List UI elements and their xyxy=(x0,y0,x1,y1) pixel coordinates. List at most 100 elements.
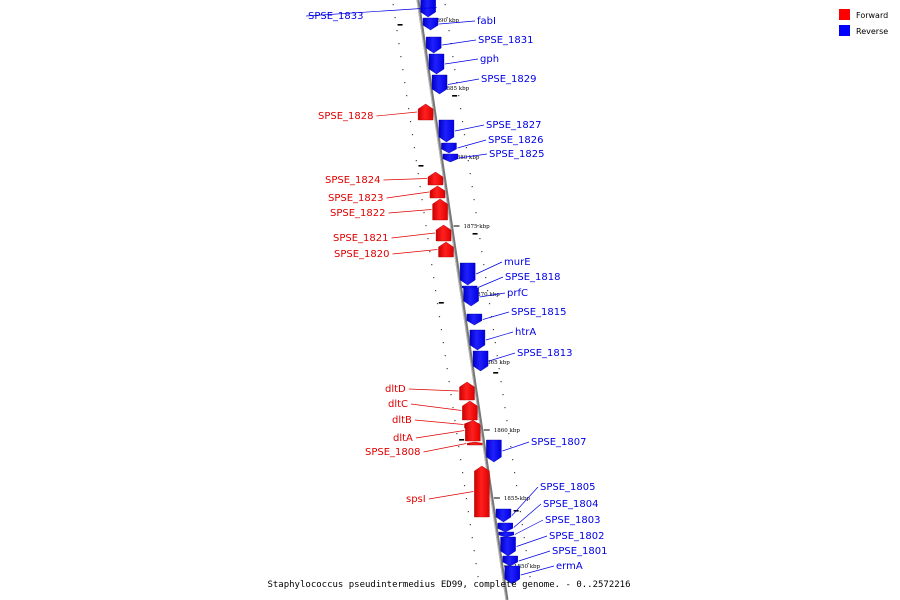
guide-dot xyxy=(411,134,414,136)
guide-dot xyxy=(463,134,466,136)
gene-arrow-spse-1822 xyxy=(432,198,448,221)
label-connector xyxy=(444,58,479,65)
guide-dot xyxy=(417,173,419,175)
guide-dot xyxy=(456,433,458,435)
gene-arrow-spse-1804 xyxy=(497,522,513,533)
gene-label: ermA xyxy=(556,561,583,572)
label-connector xyxy=(428,491,474,500)
guide-dot xyxy=(442,342,444,344)
legend-label-forward: Forward xyxy=(856,11,888,20)
gene-label: SPSE_1808 xyxy=(365,447,421,458)
guide-dot xyxy=(448,30,450,32)
guide-dot xyxy=(498,368,500,370)
label-connector xyxy=(478,276,504,288)
guide-dot xyxy=(433,277,435,279)
dotted-guide-tracks xyxy=(392,4,531,578)
gene-arrow-spse-1831 xyxy=(425,36,442,54)
guide-dot xyxy=(512,459,514,461)
tick-label: 1885 kbp xyxy=(443,86,470,92)
gene-label: spsI xyxy=(406,494,426,505)
gene-label: SPSE_1825 xyxy=(489,149,545,160)
gene-label: SPSE_1824 xyxy=(325,175,381,186)
guide-dot xyxy=(458,95,460,97)
gene-arrow-mure xyxy=(459,262,476,286)
guide-dot xyxy=(444,4,446,6)
guide-dot xyxy=(485,277,487,279)
gene-label: fabI xyxy=(477,16,496,27)
guide-dot xyxy=(400,56,402,58)
guide-dot xyxy=(402,69,404,71)
label-connector xyxy=(447,78,480,85)
guide-dot xyxy=(475,212,477,214)
label-connector xyxy=(392,249,438,255)
gene-label: SPSE_1804 xyxy=(543,499,599,510)
guide-dot xyxy=(477,576,479,578)
gene-arrow-spse-1807 xyxy=(486,439,502,463)
guide-dot xyxy=(467,511,469,513)
gene-label: SPSE_1807 xyxy=(531,437,587,448)
guide-dot xyxy=(525,550,527,552)
gene-arrow-spse-1826 xyxy=(441,142,457,154)
guide-dot xyxy=(521,524,523,526)
gene-label: murE xyxy=(504,257,531,268)
label-connector xyxy=(305,7,437,17)
track-dash xyxy=(418,165,424,167)
gene-arrow-fabi xyxy=(422,17,439,31)
guide-dot xyxy=(471,186,473,188)
label-connector xyxy=(442,39,477,46)
gene-label: dltB xyxy=(392,415,412,426)
guide-dot xyxy=(458,446,460,448)
gene-arrow-spse-1821 xyxy=(435,224,452,242)
guide-dot xyxy=(504,407,506,409)
guide-dot xyxy=(427,238,429,240)
gene-label: SPSE_1805 xyxy=(540,482,596,493)
guide-dot xyxy=(483,264,485,266)
label-connector xyxy=(514,519,544,535)
gene-label: SPSE_1818 xyxy=(505,272,561,283)
guide-dot xyxy=(506,420,508,422)
guide-dot xyxy=(469,173,471,175)
guide-dot xyxy=(415,160,417,162)
gene-arrow-spse-1825 xyxy=(442,153,459,163)
track-dash xyxy=(459,439,465,441)
label-connector xyxy=(516,535,548,547)
label-connector xyxy=(458,153,488,159)
guide-dot xyxy=(523,537,525,539)
guide-dot xyxy=(429,251,431,253)
gene-label: htrA xyxy=(515,327,536,338)
guide-dot xyxy=(467,160,469,162)
guide-dot xyxy=(515,485,518,487)
guide-dot xyxy=(408,108,410,110)
guide-dot xyxy=(502,394,504,396)
label-connector xyxy=(391,232,436,239)
guide-dot xyxy=(465,498,468,500)
guide-dot xyxy=(471,537,473,539)
guide-dot xyxy=(446,368,448,370)
caption: Staphylococcus pseudintermedius ED99, co… xyxy=(267,580,630,590)
guide-dot xyxy=(529,576,531,578)
guide-dot xyxy=(460,108,462,110)
label-connector xyxy=(454,124,485,132)
gene-arrow-spsi xyxy=(474,465,490,518)
gene-arrow-spse-1808 xyxy=(467,441,483,446)
legend: Forward Reverse xyxy=(839,9,888,36)
gene-label: SPSE_1820 xyxy=(334,249,390,260)
gene-label: SPSE_1827 xyxy=(486,120,542,131)
label-connector xyxy=(488,352,516,362)
guide-dot xyxy=(454,420,456,422)
guide-dot xyxy=(452,56,454,58)
guide-dot xyxy=(510,446,512,448)
gene-arrow-spse-1824 xyxy=(427,171,444,186)
tick-label: 1880 kbp xyxy=(453,155,480,161)
guide-dot xyxy=(496,355,498,357)
guide-dot xyxy=(475,563,477,565)
gene-arrow-spse-1801 xyxy=(502,555,518,567)
gene-arrow-spse-1805 xyxy=(495,508,512,523)
tick-label: 1870 kbp xyxy=(474,292,501,298)
gene-arrow-spse-1802 xyxy=(500,536,516,557)
guide-dot xyxy=(527,563,529,565)
guide-dot xyxy=(477,225,479,227)
guide-dot xyxy=(423,212,425,214)
